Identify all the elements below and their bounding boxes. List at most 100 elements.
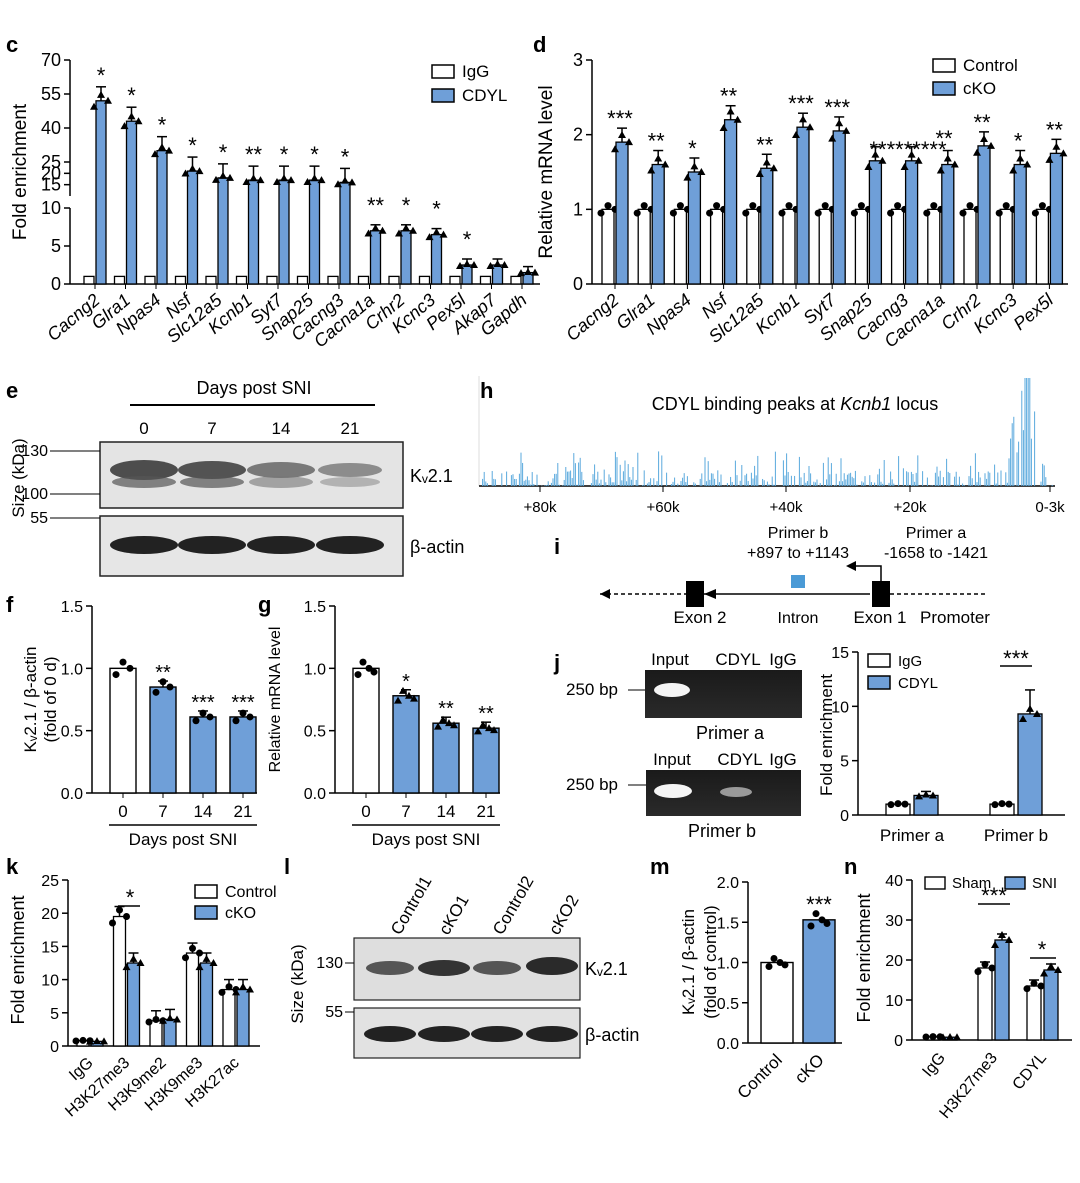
gel-lane-input-a: Input xyxy=(651,650,689,669)
chart-c-point xyxy=(195,167,204,175)
chart-k-bar-cko xyxy=(126,962,141,1047)
blot-l-lane-3: cKO2 xyxy=(545,892,583,938)
chart-j-y-tick-label: 15 xyxy=(831,645,849,662)
panel-letter-l: l xyxy=(284,854,290,879)
blot-l-lane-0: Control1 xyxy=(387,873,436,938)
chart-c-point xyxy=(158,143,166,151)
chart-g-x-tick-label: 0 xyxy=(361,802,370,821)
chart-k-point xyxy=(218,988,226,996)
chart-g-bar xyxy=(432,722,460,794)
chart-f-point xyxy=(192,717,200,725)
chart-f-x-tick-label: 7 xyxy=(158,802,167,821)
chart-k-point xyxy=(189,944,196,952)
chart-c-point xyxy=(280,174,288,182)
chart-m-bar xyxy=(760,961,794,1044)
gel-marker-a: 250 bp xyxy=(566,680,618,699)
chart-c-point xyxy=(395,229,403,237)
chart-j-point xyxy=(1005,800,1013,808)
blot-l-bands xyxy=(364,957,578,1042)
chart-d-legend-label: cKO xyxy=(963,79,996,98)
chart-j-legend-swatch xyxy=(867,653,891,668)
chart-n-point xyxy=(1054,966,1062,973)
chart-f-point xyxy=(166,683,174,691)
chart-g-x-tick-label: 7 xyxy=(401,802,410,821)
chart-d-significance-block: ********* xyxy=(869,137,946,162)
chart-c-y-tick-label: 25 xyxy=(41,152,61,172)
chart-d-point xyxy=(769,164,778,172)
chart-k-point xyxy=(209,959,218,966)
chart-m-point xyxy=(765,963,773,971)
chart-d-bar-cko xyxy=(1049,152,1064,285)
blot-e: Days post SNI 0 7 14 21 130 100 55 Size … xyxy=(9,378,464,577)
chart-h-title: CDYL binding peaks at Kcnb1 locus xyxy=(652,394,939,414)
chart-d-point xyxy=(914,156,923,164)
blot-l-marker-55: 55 xyxy=(325,1004,343,1021)
chart-d-significance: *** xyxy=(607,106,633,131)
panel-letter-f: f xyxy=(6,592,14,617)
chart-g-point xyxy=(399,686,407,694)
chart-d-point xyxy=(755,170,764,178)
chart-f-bar xyxy=(229,716,257,794)
chart-c-bar-igg xyxy=(174,275,187,285)
chart-d-point xyxy=(1023,160,1032,168)
blot-l: Control1 cKO1 Control2 cKO2 130 55 Size … xyxy=(288,873,639,1059)
chart-d-point xyxy=(907,150,916,158)
chart-j-x-tick-label: Primer b xyxy=(984,826,1048,845)
chart-c-point xyxy=(425,233,434,241)
chart-m-point xyxy=(818,916,826,924)
chart-n-bar-sham xyxy=(1026,985,1042,1041)
chart-c-bar-cdyl xyxy=(339,181,351,285)
chart-g-bar xyxy=(392,695,420,794)
panel-letter-h: h xyxy=(480,378,493,403)
chart-d-point xyxy=(814,209,822,217)
chart-n-bar-sni xyxy=(994,939,1010,1041)
chart-d-point xyxy=(1045,155,1054,163)
chart-f-ylabel: Kᵥ2.1 / β-actin xyxy=(21,647,40,753)
chart-d-point xyxy=(900,162,909,170)
chart-c-bar-cdyl xyxy=(400,230,412,285)
chart-n-point xyxy=(946,1033,954,1041)
chart-k-point xyxy=(232,988,240,996)
chart-g-bar xyxy=(352,667,380,794)
chart-d-point xyxy=(987,141,995,149)
chart-g-xlabel: Days post SNI xyxy=(372,830,481,849)
chart-n-significance: * xyxy=(1038,937,1047,962)
chart-d-point xyxy=(930,202,938,210)
chart-c-significance: ** xyxy=(245,142,263,167)
chart-n-point xyxy=(998,931,1006,938)
chart-c-point xyxy=(212,175,220,183)
chart-d-point xyxy=(669,209,677,217)
panel-letter-e: e xyxy=(6,378,18,403)
chart-c-y-tick-label: 0 xyxy=(51,274,61,294)
chart-c-point xyxy=(219,171,227,179)
chart-d-significance: *** xyxy=(788,91,814,116)
chart-d-legend-swatch xyxy=(932,58,956,73)
chart-k-bar-cko xyxy=(236,988,250,1047)
chart-c-y-tick-label: 20 xyxy=(41,163,61,183)
chart-f-point xyxy=(239,709,247,717)
chart-f-point xyxy=(126,664,134,672)
panel-letter-j: j xyxy=(553,650,560,675)
chart-g-point xyxy=(405,691,413,699)
chart-j-y-tick-label: 0 xyxy=(840,808,849,825)
blot-e-header: Days post SNI xyxy=(196,378,311,398)
chart-g-x-tick-label: 21 xyxy=(477,802,496,821)
chart-c-bar-igg xyxy=(388,275,400,285)
chart-f-point xyxy=(119,658,127,666)
chart-n-point xyxy=(922,1033,930,1041)
chart-m-y-tick-label: 1.5 xyxy=(717,915,739,932)
chart-k-bar-control xyxy=(149,1020,163,1047)
chart-d-bar-control xyxy=(601,208,615,285)
chart-c-y-tick-label: 40 xyxy=(41,118,61,138)
chart-n-point xyxy=(988,964,996,972)
chart-f-x-tick-label: 0 xyxy=(118,802,127,821)
chart-c-point xyxy=(273,178,281,186)
chart-d-point xyxy=(690,162,699,170)
chart-g-point xyxy=(485,724,493,732)
blot-e-band-kv21: Kᵥ2.1 xyxy=(410,466,453,486)
chart-c-point xyxy=(409,226,417,234)
chart-d-point xyxy=(792,131,800,139)
gel-marker-b: 250 bp xyxy=(566,775,618,794)
chart-k-y-tick-label: 0 xyxy=(50,1039,59,1056)
